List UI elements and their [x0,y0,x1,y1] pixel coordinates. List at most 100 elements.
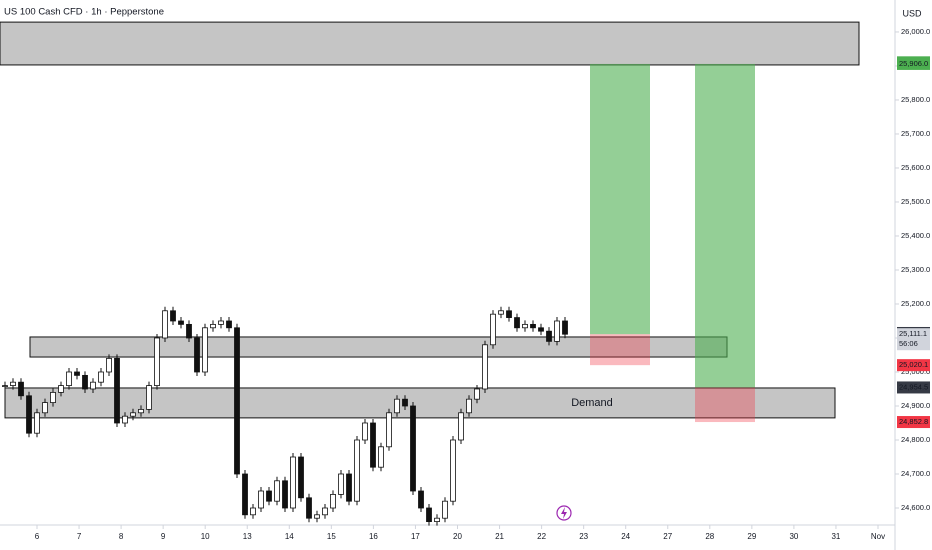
candle [514,317,520,329]
x-tick-label: 31 [831,532,840,541]
x-tick-label: 20 [453,532,462,541]
candle [474,388,480,400]
chart-title: US 100 Cash CFD · 1h · Pepperstone [4,7,164,18]
price-label: 24,954.5 [899,382,928,391]
y-tick-label: 26,000.0 [901,27,930,36]
candle [42,402,48,414]
position-target [695,63,755,388]
position-stop [695,387,755,423]
candle [178,320,184,325]
candle [74,371,80,376]
candle [314,514,320,519]
candle [122,415,128,424]
candle [210,323,216,329]
candle [522,323,528,329]
candle [394,398,400,414]
candle [82,374,88,390]
x-tick-label: 15 [327,532,336,541]
y-tick-label: 25,200.0 [901,299,930,308]
price-label-box [897,328,930,351]
candle [306,497,312,519]
y-tick-label: 24,800.0 [901,435,930,444]
candle [354,439,360,502]
zone-label: Demand [571,397,613,409]
candle [138,408,144,414]
candle [498,310,504,315]
candle [170,310,176,322]
y-tick-label: 25,000.0 [901,367,930,376]
candle [330,493,336,509]
candle [362,422,368,441]
candle [282,480,288,509]
price-label-box [897,359,930,372]
candle [26,395,32,434]
price-label: 25,111.1 [899,329,927,338]
candle [346,473,352,502]
candle [242,473,248,516]
x-tick-label: 23 [579,532,588,541]
candle [466,398,472,414]
candle [162,310,168,339]
candle [458,412,464,441]
x-tick-label: 29 [747,532,756,541]
candle [442,500,448,519]
x-tick-label: Nov [871,532,885,541]
event-icon [556,505,572,521]
candle [106,357,112,373]
y-tick-label: 25,500.0 [901,197,930,206]
y-tick-label: 24,600.0 [901,503,930,512]
candle [450,439,456,502]
y-tick-label: 24,700.0 [901,469,930,478]
y-tick-label: 25,300.0 [901,265,930,274]
candle [202,327,208,373]
candle [154,337,160,386]
position-stop [590,334,650,366]
x-tick-label: 13 [243,532,252,541]
candle [490,313,496,346]
candle [130,412,136,417]
price-label: 25,906.0 [899,59,928,68]
x-tick-label: 28 [705,532,714,541]
candle [562,320,568,335]
candle [66,371,72,386]
candle [258,490,264,509]
candle [194,337,200,373]
candle [274,480,280,502]
x-tick-label: 17 [411,532,420,541]
candle [250,507,256,516]
candle [50,391,56,403]
candle [338,473,344,495]
candle [482,344,488,390]
candle [538,327,544,332]
price-label-box [897,416,930,429]
currency: USD [902,8,922,18]
zone [0,21,860,66]
y-tick-label: 25,600.0 [901,163,930,172]
price-label: 25,020.1 [899,360,928,369]
candle [266,490,272,502]
candle [34,412,40,434]
candle [18,381,24,397]
price-label-box [897,57,930,70]
candle [290,456,296,509]
candle [146,385,152,410]
x-tick-label: 24 [621,532,630,541]
candle [218,320,224,325]
candle [546,330,552,342]
candle [426,507,432,522]
x-tick-label: 10 [201,532,210,541]
x-tick-label: 6 [35,532,40,541]
candle [298,456,304,499]
price-label-countdown: 56:06 [899,339,918,348]
y-tick-label: 25,400.0 [901,231,930,240]
candle [418,490,424,509]
candle [410,405,416,492]
candle [226,320,232,329]
x-tick-label: 7 [77,532,82,541]
candle [186,323,192,339]
position-target [590,63,650,335]
y-tick-label: 24,900.0 [901,401,930,410]
x-tick-label: 22 [537,532,546,541]
